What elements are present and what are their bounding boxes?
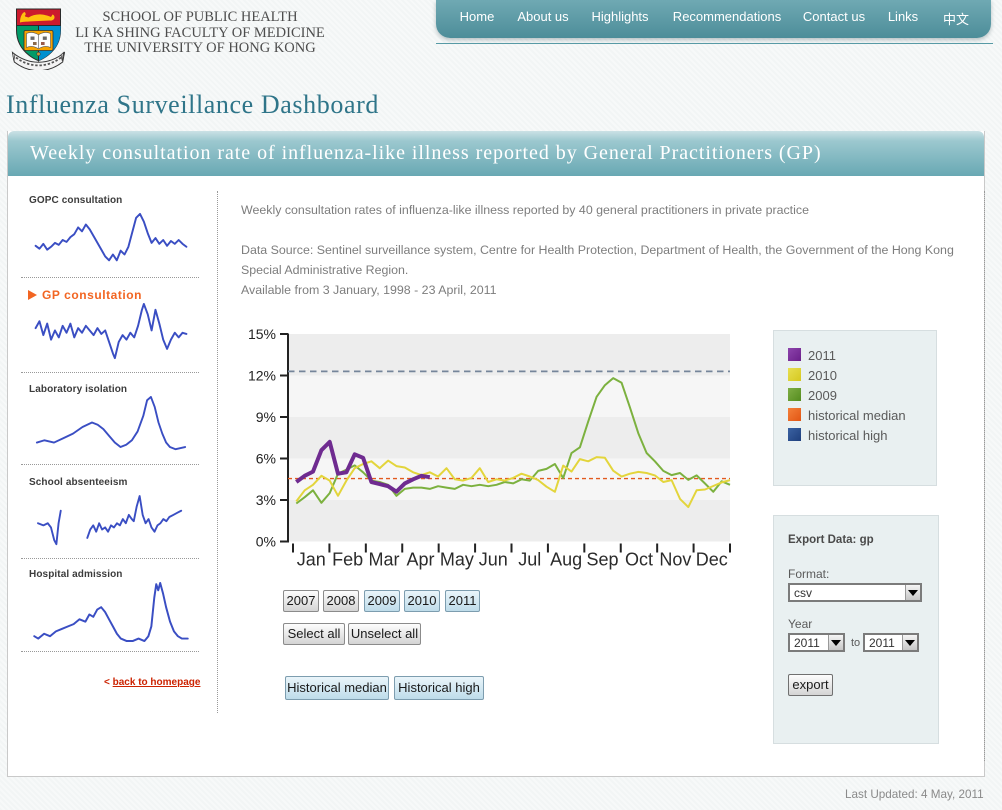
- svg-text:Jul: Jul: [518, 550, 541, 570]
- svg-text:Jun: Jun: [479, 550, 508, 570]
- svg-text:Dec: Dec: [696, 550, 728, 570]
- svg-text:Oct: Oct: [625, 550, 653, 570]
- svg-text:May: May: [440, 550, 474, 570]
- svg-text:Jan: Jan: [297, 550, 326, 570]
- svg-text:Aug: Aug: [550, 550, 582, 570]
- svg-text:12%: 12%: [248, 368, 276, 384]
- svg-text:Sep: Sep: [587, 550, 619, 570]
- svg-text:3%: 3%: [256, 492, 276, 508]
- svg-text:Apr: Apr: [406, 550, 434, 570]
- svg-text:Feb: Feb: [332, 550, 363, 570]
- svg-text:0%: 0%: [256, 534, 276, 550]
- svg-text:Nov: Nov: [659, 550, 691, 570]
- svg-text:6%: 6%: [256, 451, 276, 467]
- svg-text:9%: 9%: [256, 409, 276, 425]
- svg-text:15%: 15%: [248, 326, 276, 342]
- svg-text:Mar: Mar: [369, 550, 400, 570]
